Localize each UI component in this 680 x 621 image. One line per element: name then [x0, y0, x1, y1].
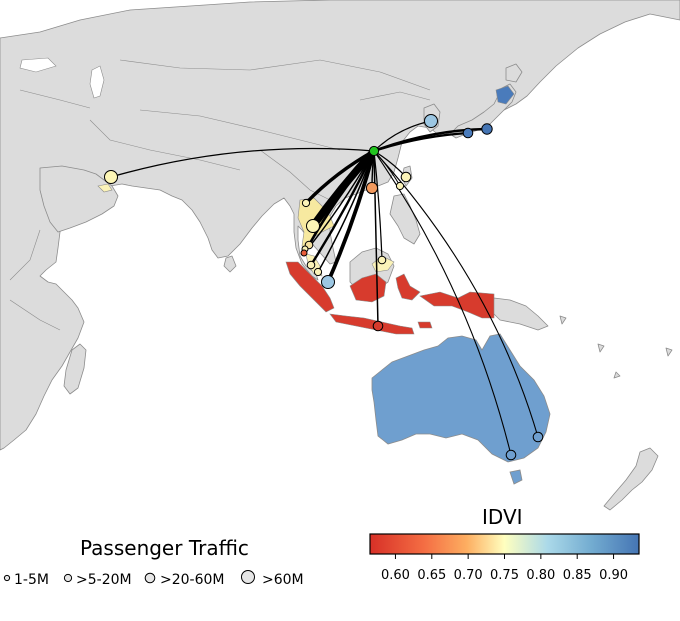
airport-langkawi: [300, 249, 308, 257]
route-bali: [373, 150, 379, 327]
route-singapore: [326, 149, 376, 284]
route-kotakinabalu: [373, 150, 383, 261]
legend-label-60m: >60M: [262, 572, 304, 588]
route-tokyo: [372, 127, 489, 153]
philippines-landmass: [389, 193, 421, 245]
airport-sydney: [532, 431, 544, 443]
airport-seoul: [424, 114, 438, 128]
hub-guangzhou: [368, 145, 380, 157]
region-gulf: [97, 183, 113, 193]
legend-swatch-20-60m: [144, 572, 156, 584]
legend-swatch-1-5m: [3, 574, 11, 582]
idvi-tick-label: 0.75: [490, 568, 519, 583]
airport-singapore: [321, 275, 335, 289]
black-sea: [19, 57, 57, 73]
airport-osaka: [462, 127, 474, 139]
hokkaido-landmass: [505, 63, 523, 83]
airport-kaohsiung: [395, 181, 405, 191]
caspian-sea: [89, 65, 105, 99]
idvi-legend: IDVI 0.60 0.65 0.70 0.75 0.80 0.85 0.90: [369, 505, 640, 583]
region-japan-color: [495, 85, 515, 105]
region-australia: [371, 333, 551, 463]
airport-kl: [306, 260, 316, 270]
route-kl: [309, 149, 376, 267]
new-zealand-landmass: [603, 447, 659, 511]
route-phuket: [307, 149, 376, 247]
region-tasmania: [509, 469, 523, 485]
traffic-legend-title: Passenger Traffic: [80, 536, 249, 560]
png-landmass: [491, 297, 549, 331]
airport-dubai: [104, 170, 118, 184]
pacific-islands: [559, 315, 673, 379]
legend-swatch-60m: [241, 570, 255, 584]
airport-bali: [372, 320, 384, 332]
airport-kotakinabalu: [377, 255, 387, 265]
airport-melbourne: [505, 449, 517, 461]
legend-swatch-5-20m: [63, 573, 73, 583]
legend-label-1-5m: 1-5M: [14, 572, 49, 588]
idvi-tick-label: 0.65: [417, 568, 446, 583]
idvi-tick-label: 0.60: [381, 568, 410, 583]
airport-taipei: [400, 171, 412, 183]
idvi-colorbar: [369, 533, 640, 555]
sri-lanka-landmass: [223, 255, 237, 273]
madagascar-landmass: [63, 343, 87, 395]
route-dubai: [110, 147, 375, 178]
legend-label-5-20m: >5-20M: [76, 572, 132, 588]
airport-johor: [313, 267, 323, 277]
airport-chiangmai: [301, 198, 311, 208]
airport-bangkok: [306, 219, 320, 233]
idvi-tick-label: 0.90: [599, 568, 628, 583]
legend-label-20-60m: >20-60M: [160, 572, 225, 588]
eurasia-landmass: [0, 0, 680, 451]
idvi-tick-group: 0.60 0.65 0.70 0.75 0.80 0.85 0.90: [381, 554, 628, 583]
region-indonesia: [285, 261, 495, 335]
idvi-tick-label: 0.80: [526, 568, 555, 583]
traffic-legend: Passenger Traffic 1-5M >5-20M >20-60M >6…: [3, 536, 304, 588]
airport-markers: [104, 114, 544, 461]
route-penang: [304, 150, 375, 253]
idvi-legend-title: IDVI: [482, 505, 523, 529]
idvi-tick-label: 0.85: [563, 568, 592, 583]
airport-tokyo: [481, 123, 493, 135]
airport-manila: [365, 181, 379, 195]
idvi-tick-label: 0.70: [454, 568, 483, 583]
arabia-landmass: [39, 165, 119, 233]
